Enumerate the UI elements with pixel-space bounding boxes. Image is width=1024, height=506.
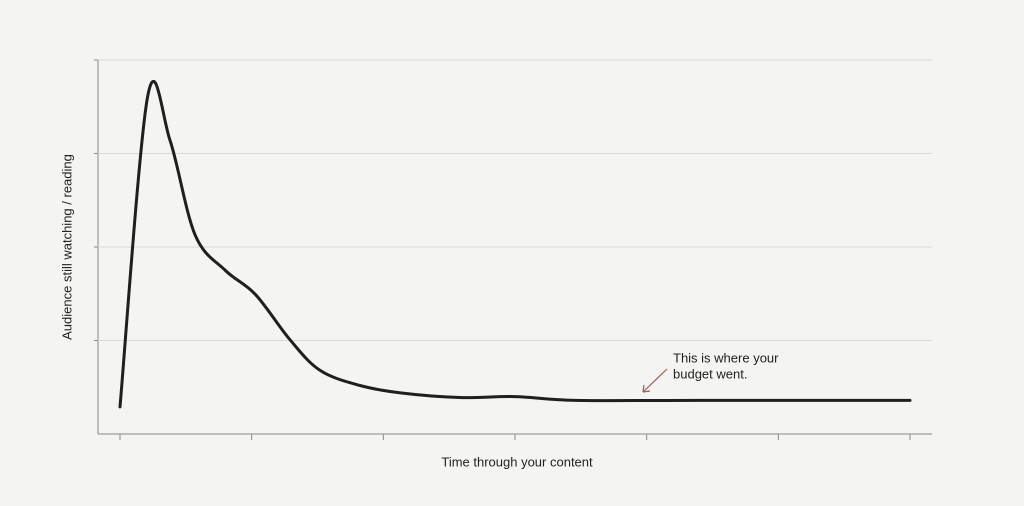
annotation-arrowhead (642, 384, 651, 393)
annotation-arrow (642, 368, 668, 393)
x-axis-label: Time through your content (441, 454, 593, 469)
annotation: This is where your (673, 350, 779, 365)
y-axis-label: Audience still watching / reading (59, 154, 74, 340)
line (118, 79, 912, 409)
annotation: budget went. (673, 366, 747, 381)
